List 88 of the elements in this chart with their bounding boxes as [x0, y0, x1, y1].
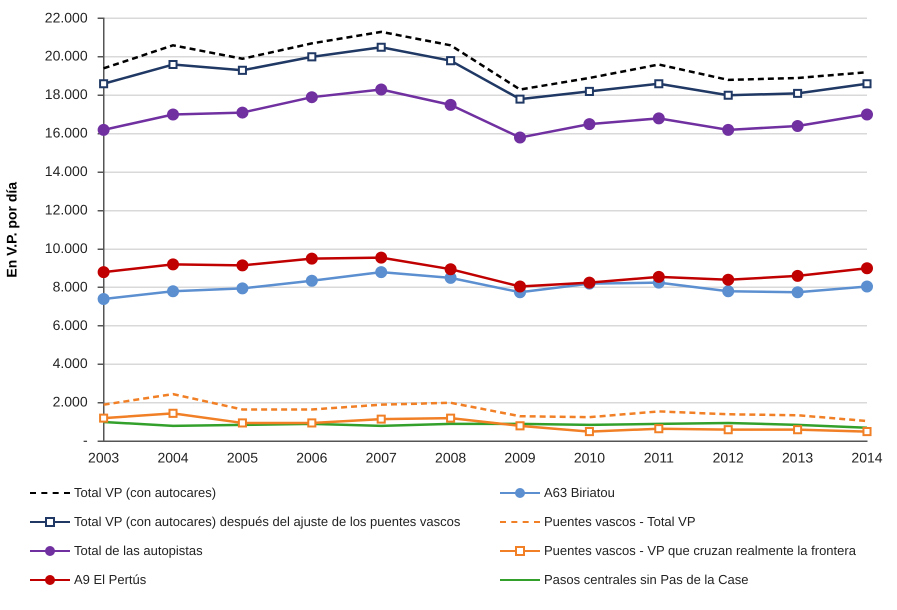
point: [722, 285, 734, 298]
point: [792, 120, 804, 132]
y-axis-title: En V.P. por día: [3, 182, 20, 278]
point: [861, 262, 873, 274]
x-tick-label: 2011: [644, 449, 674, 466]
y-tick-label: -: [82, 432, 88, 448]
point: [168, 60, 178, 70]
point: [724, 90, 733, 100]
point: [98, 292, 110, 305]
legend-label: Pasos centrales sin Pas de la Case: [544, 572, 748, 587]
legend-label: Puentes vascos - Total VP: [544, 514, 696, 529]
y-tick-label: 12.000: [44, 201, 88, 218]
legend-label: Total VP (con autocares) después del ajuste de los puentes vascos: [74, 514, 460, 529]
point: [238, 66, 247, 75]
point: [515, 94, 525, 104]
y-tick-label: 6.000: [52, 316, 88, 333]
point: [307, 52, 316, 62]
point: [98, 124, 110, 136]
y-tick-label: 22.000: [44, 9, 88, 26]
x-tick-label: 2010: [574, 449, 606, 466]
point: [862, 427, 872, 436]
point: [168, 408, 178, 418]
point: [236, 106, 248, 119]
legend-label: Puentes vascos - VP que cruzan realmente la frontera: [544, 543, 856, 558]
point: [99, 79, 108, 88]
point: [306, 252, 318, 265]
point: [514, 132, 526, 144]
point: [238, 418, 247, 428]
point: [724, 425, 733, 434]
point: [584, 86, 594, 96]
point: [584, 427, 594, 436]
x-tick-label: 2005: [226, 449, 258, 466]
point: [376, 42, 386, 52]
point: [652, 270, 665, 283]
point: [654, 79, 664, 88]
y-tick-label: 14.000: [44, 163, 88, 180]
y-tick-label: 16.000: [44, 124, 88, 141]
x-tick-label: 2013: [782, 449, 814, 466]
point: [583, 118, 596, 130]
point: [306, 91, 318, 104]
point: [167, 285, 180, 298]
y-tick-label: 10.000: [44, 240, 88, 256]
point: [793, 425, 802, 434]
point: [862, 79, 872, 88]
point: [793, 88, 802, 98]
legend-label: A9 El Pertús: [74, 572, 146, 587]
point: [444, 263, 457, 276]
point: [652, 112, 665, 124]
x-tick-label: 2006: [296, 449, 328, 466]
legend-label: Total de las autopistas: [74, 543, 203, 558]
x-tick-label: 2009: [504, 449, 536, 466]
point: [236, 282, 248, 294]
y-tick-label: 20.000: [44, 48, 88, 64]
point: [792, 270, 804, 282]
point: [375, 252, 388, 264]
point: [861, 280, 873, 292]
point: [98, 266, 110, 278]
point: [307, 418, 316, 428]
point: [861, 108, 873, 120]
x-tick-label: 2014: [851, 449, 883, 466]
point: [722, 274, 734, 286]
point: [375, 266, 388, 278]
point: [446, 56, 456, 66]
x-tick-label: 2003: [88, 449, 120, 466]
y-tick-label: 18.000: [44, 86, 88, 102]
point: [654, 424, 664, 434]
point: [99, 414, 108, 423]
x-tick-label: 2007: [366, 449, 397, 466]
x-tick-label: 2012: [712, 449, 744, 466]
point: [167, 108, 180, 120]
point: [444, 98, 457, 111]
legend-label: Total VP (con autocares): [74, 485, 216, 500]
point: [792, 286, 804, 298]
point: [722, 124, 734, 136]
x-tick-label: 2008: [435, 449, 466, 466]
x-tick-label: 2004: [157, 449, 189, 466]
point: [515, 421, 525, 430]
legend-label: A63 Biriatou: [544, 485, 615, 500]
point: [446, 414, 456, 423]
point: [306, 274, 318, 287]
point: [236, 259, 248, 272]
y-tick-label: 2.000: [52, 394, 88, 410]
y-tick-label: 4.000: [52, 355, 88, 372]
point: [167, 258, 180, 270]
point: [514, 280, 526, 292]
point: [376, 414, 386, 424]
point: [375, 84, 388, 96]
y-tick-label: 8.000: [52, 278, 88, 294]
